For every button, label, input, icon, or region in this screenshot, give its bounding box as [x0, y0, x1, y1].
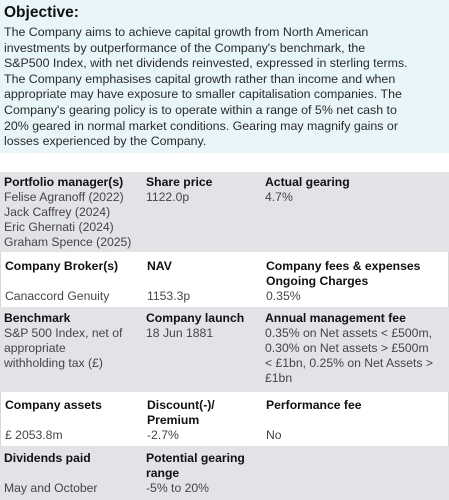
company-broker-value: Canaccord Genuity [5, 289, 110, 303]
company-launch-cell: Company launch 18 Jun 1881 [146, 311, 262, 341]
benchmark-value: withholding tax (£) [4, 356, 103, 370]
management-fee-cell: Annual management fee 0.35% on Net asset… [265, 311, 445, 386]
gearing-range-label: Potential gearing [146, 451, 245, 465]
premium-label: Premium [147, 413, 200, 427]
company-launch-value: 18 Jun 1881 [146, 326, 214, 340]
objective-line: appropriate may have exposure to smaller… [4, 87, 402, 102]
management-fee-label: Annual management fee [265, 311, 406, 325]
discount-label: Discount(-)/ [147, 398, 215, 412]
objective-line: The Company emphasises capital growth ra… [4, 71, 396, 86]
portfolio-manager-value: Jack Caffrey (2024) [4, 205, 111, 219]
benchmark-label: Benchmark [4, 311, 71, 325]
benchmark-cell: Benchmark S&P 500 Index, net of appropri… [4, 311, 142, 371]
objective-line: Company's gearing policy is to operate w… [4, 102, 397, 117]
ongoing-charges-value: 0.35% [266, 289, 301, 303]
objective-heading: Objective: [4, 4, 79, 21]
objective-line: 20% geared in normal market conditions. … [4, 118, 398, 133]
actual-gearing-label: Actual gearing [265, 175, 350, 189]
objective-line: S&P500 Index, with net dividends reinves… [4, 56, 408, 71]
actual-gearing-value: 4.7% [265, 190, 293, 204]
actual-gearing-cell: Actual gearing 4.7% [265, 175, 445, 205]
portfolio-manager-label: Portfolio manager(s) [4, 175, 124, 189]
facts-row-benchmark: Benchmark S&P 500 Index, net of appropri… [0, 307, 449, 392]
portfolio-manager-value: Felise Agranoff (2022) [4, 190, 124, 204]
portfolio-manager-value: Graham Spence (2025) [4, 235, 132, 249]
gearing-range-label: range [146, 466, 180, 480]
dividends-cell: Dividends paid May and October [4, 451, 142, 496]
management-fee-value: £1bn [265, 371, 293, 385]
portfolio-manager-value: Eric Ghernati (2024) [4, 220, 114, 234]
objective-line: losses experienced by the Company. [4, 134, 207, 149]
gearing-range-cell: Potential gearing range -5% to 20% [146, 451, 262, 496]
objective-text: The Company aims to achieve capital grow… [4, 25, 445, 150]
management-fee-value: < £1bn, 0.25% on Net Assets > [265, 356, 434, 370]
gearing-range-value: -5% to 20% [146, 481, 210, 495]
share-price-label: Share price [146, 175, 213, 189]
company-assets-cell: Company assets £ 2053.8m [5, 398, 143, 443]
facts-row-broker: Company Broker(s) Canaccord Genuity NAV … [0, 252, 449, 307]
management-fee-value: 0.35% on Net assets < £500m, [265, 326, 433, 340]
nav-value: 1153.3p [147, 289, 191, 303]
company-assets-label: Company assets [5, 398, 102, 412]
objective-line: investments by outperformance of the Com… [4, 40, 366, 55]
discount-premium-cell: Discount(-)/ Premium -2.7% [147, 398, 263, 443]
objective-line: The Company aims to achieve capital grow… [4, 25, 369, 39]
performance-fee-value: No [266, 428, 282, 442]
dividends-value: May and October [4, 481, 98, 495]
objective-panel: Objective: The Company aims to achieve c… [0, 0, 449, 153]
company-fees-cell: Company fees & expenses Ongoing Charges … [266, 259, 446, 304]
company-broker-cell: Company Broker(s) Canaccord Genuity [5, 259, 143, 304]
nav-cell: NAV 1153.3p [147, 259, 263, 304]
ongoing-charges-label: Ongoing Charges [266, 274, 369, 288]
discount-premium-value: -2.7% [147, 428, 179, 442]
management-fee-value: 0.30% on Net assets > £500m [265, 341, 429, 355]
benchmark-value: appropriate [4, 341, 66, 355]
dividends-label: Dividends paid [4, 451, 91, 465]
share-price-cell: Share price 1122.0p [146, 175, 262, 205]
facts-row-portfolio: Portfolio manager(s) Felise Agranoff (20… [0, 172, 449, 252]
benchmark-value: S&P 500 Index, net of [4, 326, 123, 340]
performance-fee-label: Performance fee [266, 398, 362, 412]
company-launch-label: Company launch [146, 311, 245, 325]
company-broker-label: Company Broker(s) [5, 259, 119, 273]
company-assets-value: £ 2053.8m [5, 428, 63, 442]
performance-fee-cell: Performance fee No [266, 398, 446, 443]
facts-row-assets: Company assets £ 2053.8m Discount(-)/ Pr… [0, 392, 449, 446]
portfolio-manager-cell: Portfolio manager(s) Felise Agranoff (20… [4, 175, 142, 250]
nav-label: NAV [147, 259, 172, 273]
share-price-value: 1122.0p [146, 190, 190, 204]
company-fees-label: Company fees & expenses [266, 259, 421, 273]
facts-row-dividends: Dividends paid May and October Potential… [0, 446, 449, 500]
